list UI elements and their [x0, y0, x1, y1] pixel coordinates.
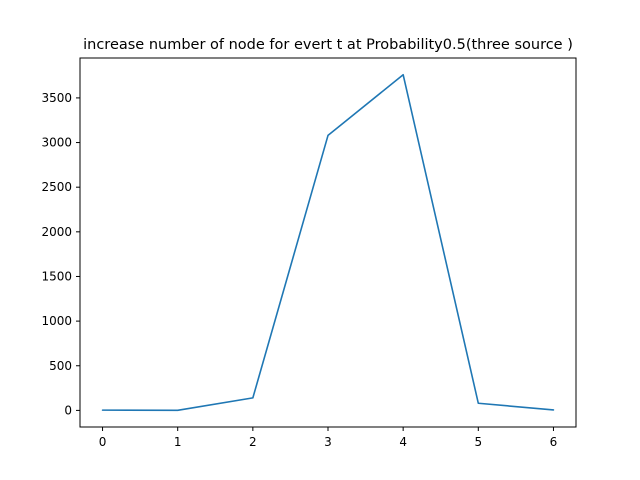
y-tick-label: 1500: [41, 269, 72, 283]
plot-area: [101, 73, 555, 412]
y-tick-label: 500: [49, 359, 72, 373]
x-tick-label: 5: [474, 435, 482, 449]
y-tick-label: 2500: [41, 180, 72, 194]
x-tick-label: 2: [249, 435, 257, 449]
x-tick-label: 3: [324, 435, 332, 449]
x-tick-label: 0: [99, 435, 107, 449]
x-tick-label: 1: [174, 435, 182, 449]
y-tick-label: 3500: [41, 91, 72, 105]
y-tick-label: 0: [64, 403, 72, 417]
y-tick-label: 2000: [41, 225, 72, 239]
y-axis: 0 500 1000 1500 2000 2500 3000 3500: [41, 91, 80, 417]
axes-frame: [79, 57, 577, 428]
x-tick-label: 6: [550, 435, 558, 449]
x-tick-label: 4: [399, 435, 407, 449]
y-tick-label: 3000: [41, 136, 72, 150]
y-tick-label: 1000: [41, 314, 72, 328]
x-axis: 0 1 2 3 4 5 6: [99, 427, 558, 449]
series-line-0: [101, 73, 555, 412]
chart-title: increase number of node for evert t at P…: [83, 37, 573, 53]
